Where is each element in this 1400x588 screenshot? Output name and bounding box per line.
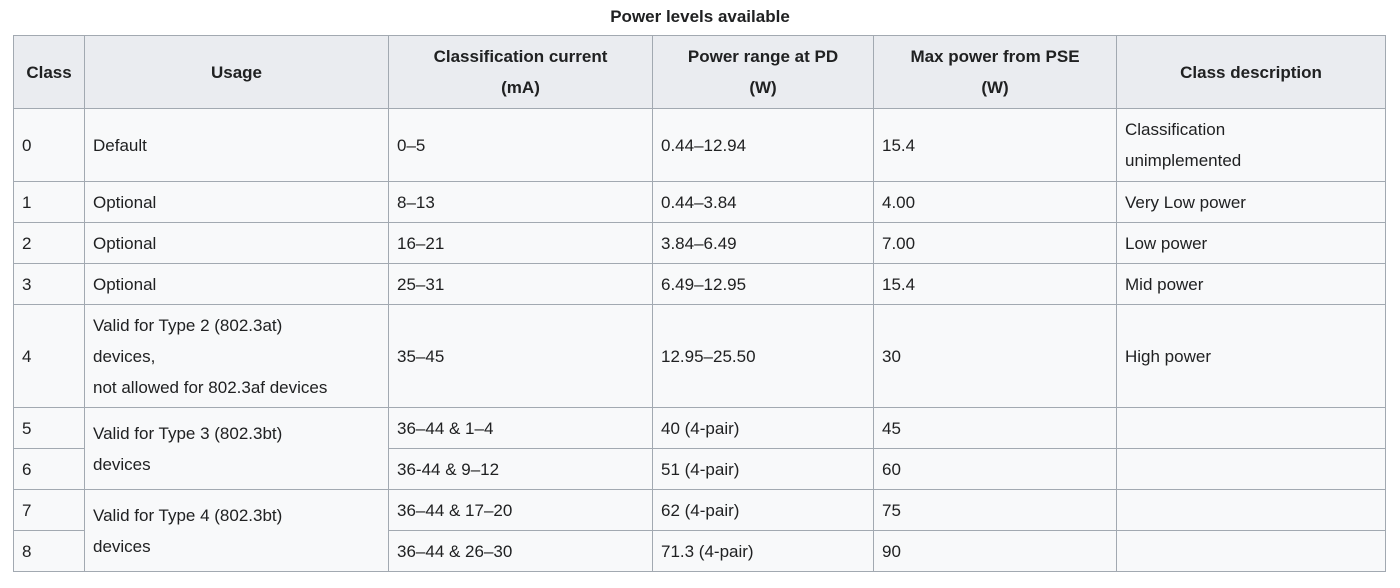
cell-usage-line3: not allowed for 802.3af devices: [93, 377, 328, 397]
cell-class: 2: [13, 222, 85, 264]
cell-description: [1116, 530, 1386, 572]
cell-description: Very Low power: [1116, 181, 1386, 223]
cell-usage-line2: devices,: [93, 346, 156, 366]
cell-current: 35–45: [388, 304, 653, 408]
table-row: 5 Valid for Type 3 (802.3bt) devices 36–…: [13, 407, 1386, 490]
cell-range: 51 (4-pair): [652, 448, 874, 490]
cell-class: 6: [13, 448, 85, 490]
cell-max-power: 60: [873, 448, 1117, 490]
cell-description-line1: Classification: [1125, 120, 1226, 139]
table-row: 6 36-44 & 9–12 51 (4-pair) 60: [13, 448, 1386, 490]
cell-class: 1: [13, 181, 85, 223]
cell-class: 8: [13, 530, 85, 572]
cell-usage-type3-line1: Valid for Type 3 (802.3bt): [93, 423, 283, 443]
cell-usage-line1: Valid for Type 2 (802.3at): [93, 315, 283, 335]
cell-usage-merged-type3: Valid for Type 3 (802.3bt) devices: [84, 407, 389, 490]
cell-usage: Optional: [84, 181, 389, 223]
table-row: 4 Valid for Type 2 (802.3at) devices, no…: [13, 304, 1386, 408]
cell-description: Mid power: [1116, 263, 1386, 305]
cell-description: [1116, 448, 1386, 490]
cell-current: 36–44 & 26–30: [388, 530, 653, 572]
cell-range: 62 (4-pair): [652, 489, 874, 531]
table-row: 1 Optional 8–13 0.44–3.84 4.00 Very Low …: [13, 181, 1386, 223]
cell-current: 36–44 & 1–4: [388, 407, 653, 449]
cell-usage: Default: [84, 108, 389, 182]
header-max-power-line1: Max power from PSE: [910, 47, 1080, 66]
cell-range: 12.95–25.50: [652, 304, 874, 408]
cell-max-power: 90: [873, 530, 1117, 572]
cell-max-power: 45: [873, 407, 1117, 449]
cell-class: 0: [13, 108, 85, 182]
cell-class: 5: [13, 407, 85, 449]
cell-class: 4: [13, 304, 85, 408]
header-classification-current: Classification current (mA): [388, 35, 653, 109]
cell-max-power: 15.4: [873, 263, 1117, 305]
cell-description: Classification unimplemented: [1116, 108, 1386, 182]
table-caption: Power levels available: [610, 7, 790, 26]
cell-range: 3.84–6.49: [652, 222, 874, 264]
cell-usage: Optional: [84, 222, 389, 264]
cell-usage-merged-type4: Valid for Type 4 (802.3bt) devices: [84, 489, 389, 572]
table-row: 3 Optional 25–31 6.49–12.95 15.4 Mid pow…: [13, 263, 1386, 305]
cell-class: 7: [13, 489, 85, 531]
header-power-range-line1: Power range at PD: [687, 47, 839, 66]
cell-current: 16–21: [388, 222, 653, 264]
header-power-range-line2: (W): [749, 78, 777, 97]
header-classification-current-line1: Classification current: [433, 47, 608, 66]
cell-current: 36–44 & 17–20: [388, 489, 653, 531]
cell-range: 0.44–3.84: [652, 181, 874, 223]
cell-current: 36-44 & 9–12: [388, 448, 653, 490]
cell-range: 0.44–12.94: [652, 108, 874, 182]
cell-usage: Valid for Type 2 (802.3at) devices, not …: [84, 304, 389, 408]
header-usage: Usage: [84, 35, 389, 109]
cell-current: 25–31: [388, 263, 653, 305]
table-row: 8 36–44 & 26–30 71.3 (4-pair) 90: [13, 530, 1386, 572]
cell-description: Low power: [1116, 222, 1386, 264]
cell-description: [1116, 407, 1386, 449]
cell-description: High power: [1116, 304, 1386, 408]
cell-max-power: 75: [873, 489, 1117, 531]
cell-range: 40 (4-pair): [652, 407, 874, 449]
cell-description-line2: unimplemented: [1125, 151, 1242, 170]
table-row: 2 Optional 16–21 3.84–6.49 7.00 Low powe…: [13, 222, 1386, 264]
header-classification-current-line2: (mA): [501, 78, 540, 97]
cell-class: 3: [13, 263, 85, 305]
header-power-range: Power range at PD (W): [652, 35, 874, 109]
cell-max-power: 15.4: [873, 108, 1117, 182]
cell-usage: Optional: [84, 263, 389, 305]
cell-max-power: 30: [873, 304, 1117, 408]
cell-current: 0–5: [388, 108, 653, 182]
cell-current: 8–13: [388, 181, 653, 223]
cell-usage-type4-line1: Valid for Type 4 (802.3bt): [93, 505, 283, 525]
table-row: 7 Valid for Type 4 (802.3bt) devices 36–…: [13, 489, 1386, 572]
cell-usage-type4-line2: devices: [93, 536, 151, 556]
header-class-description: Class description: [1116, 35, 1386, 109]
table-row: 0 Default 0–5 0.44–12.94 15.4 Classifica…: [13, 108, 1386, 182]
cell-range: 71.3 (4-pair): [652, 530, 874, 572]
header-max-power-line2: (W): [981, 78, 1009, 97]
cell-max-power: 4.00: [873, 181, 1117, 223]
cell-max-power: 7.00: [873, 222, 1117, 264]
header-max-power: Max power from PSE (W): [873, 35, 1117, 109]
cell-description: [1116, 489, 1386, 531]
header-row: Class Usage Classification current (mA) …: [13, 35, 1386, 109]
power-levels-table: Class Usage Classification current (mA) …: [13, 35, 1386, 572]
cell-usage-type3-line2: devices: [93, 454, 151, 474]
cell-range: 6.49–12.95: [652, 263, 874, 305]
header-class: Class: [13, 35, 85, 109]
